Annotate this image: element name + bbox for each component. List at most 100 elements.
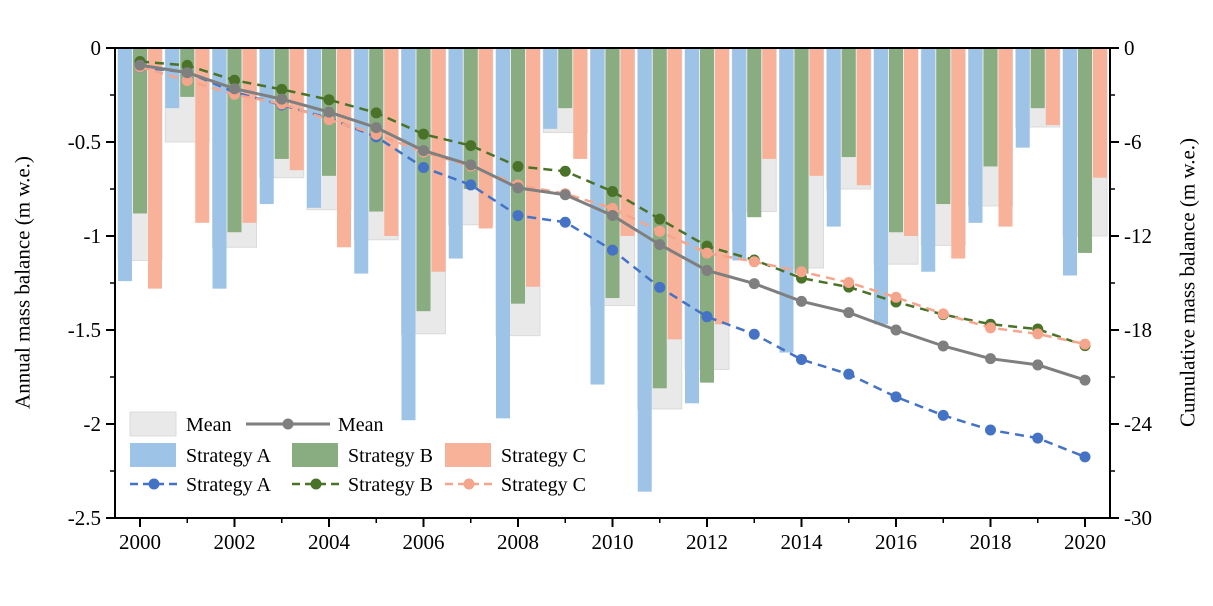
legend-item-bar-c: Strategy C — [445, 443, 586, 467]
marker-a-2008 — [512, 210, 524, 222]
y-right-tick-label: -30 — [1124, 506, 1152, 530]
marker-c-2015 — [843, 277, 855, 289]
marker-b-2009 — [559, 165, 571, 177]
legend-item-bar-a: Strategy A — [130, 443, 272, 467]
bar-group-2018 — [968, 47, 1013, 227]
marker-a-2018 — [985, 424, 996, 436]
marker-mean-2016 — [890, 324, 902, 336]
legend-label: Strategy C — [501, 445, 586, 467]
x-tick-label-2018: 2018 — [970, 530, 1012, 554]
marker-a-2014 — [796, 353, 807, 365]
bar-strategy-c-2016 — [904, 48, 918, 236]
marker-b-2011 — [654, 213, 666, 225]
bar-strategy-c-2013 — [762, 48, 777, 159]
bar-strategy-b-2006 — [416, 48, 431, 312]
x-tick-label-2002: 2002 — [214, 530, 256, 554]
marker-c-2012 — [701, 247, 713, 259]
legend: Mean Mean Strategy A Strategy B Strategy C St… — [129, 411, 586, 496]
marker-mean-2019 — [1032, 359, 1044, 371]
marker-a-2011 — [654, 281, 666, 293]
legend-item-bar-mean: Mean — [129, 411, 232, 437]
x-tick-label-2004: 2004 — [308, 530, 351, 554]
bar-group-2012 — [684, 47, 730, 404]
x-tick-label-2014: 2014 — [781, 530, 824, 554]
bar-strategy-c-2002 — [242, 48, 257, 223]
marker-b-2010 — [607, 186, 618, 198]
bar-strategy-a-2016 — [874, 48, 888, 325]
bar-group-2004 — [306, 47, 352, 248]
bar-strategy-a-2000 — [118, 48, 132, 282]
marker-a-2015 — [843, 368, 855, 380]
bar-group-2014 — [779, 47, 824, 353]
marker-a-2020 — [1079, 451, 1091, 463]
marker-c-2019 — [1032, 328, 1044, 340]
line-path-c — [139, 65, 1086, 346]
marker-a-2019 — [1032, 432, 1044, 444]
marker-mean-2001 — [181, 67, 193, 79]
bar-strategy-b-2015 — [841, 48, 856, 158]
bar-strategy-a-2009 — [543, 48, 558, 129]
marker-a-2012 — [701, 311, 713, 323]
bar-strategy-c-2019 — [1045, 48, 1060, 126]
marker-mean-2007 — [465, 159, 477, 171]
bar-group-2007 — [448, 47, 494, 259]
legend-marker-a — [148, 478, 160, 490]
marker-c-2018 — [985, 322, 996, 334]
y-right-tick-label: -12 — [1124, 224, 1152, 248]
axes: 2000 2002 2004 2006 2008 2010 2012 2014 2016 2018… — [68, 36, 1153, 554]
legend-label: Strategy C — [501, 474, 586, 496]
bar-group-2009 — [542, 47, 588, 159]
marker-a-2007 — [465, 179, 477, 191]
x-tick-label-2008: 2008 — [497, 530, 539, 554]
bar-strategy-a-2001 — [165, 48, 180, 109]
marker-b-2002 — [229, 74, 240, 86]
marker-a-2010 — [607, 244, 618, 256]
bar-strategy-c-2014 — [809, 48, 824, 176]
marker-mean-2013 — [748, 278, 760, 290]
legend-marker-b — [310, 478, 322, 490]
bar-group-2006 — [401, 47, 446, 421]
annual-bars — [117, 47, 1108, 492]
legend-label: Strategy A — [186, 445, 272, 467]
y-left-tick-label: -1 — [84, 224, 102, 248]
marker-mean-2020 — [1079, 374, 1091, 386]
bar-strategy-b-2012 — [700, 48, 714, 383]
marker-a-2006 — [418, 162, 429, 174]
bar-strategy-c-2012 — [715, 48, 729, 325]
bar-group-2017 — [920, 47, 966, 272]
y-left-tick-label: -2 — [84, 412, 102, 436]
right-axis-title: Cumulative mass balance (m w.e.) — [1175, 137, 1200, 428]
bar-strategy-a-2003 — [259, 48, 274, 205]
bar-strategy-b-2017 — [936, 48, 951, 205]
bar-group-2015 — [826, 47, 872, 227]
marker-b-2006 — [418, 128, 429, 140]
bar-strategy-c-2009 — [573, 48, 588, 159]
bar-strategy-b-2013 — [747, 48, 762, 218]
legend-swatch-a — [130, 443, 176, 467]
bar-group-2013 — [731, 47, 777, 261]
bar-group-2003 — [259, 47, 305, 205]
marker-mean-2014 — [796, 295, 807, 307]
marker-c-2011 — [654, 225, 666, 237]
bar-strategy-c-2018 — [998, 48, 1013, 227]
bar-strategy-c-2010 — [620, 48, 635, 236]
marker-b-2005 — [370, 107, 382, 119]
x-tick-label-2006: 2006 — [403, 530, 445, 554]
marker-mean-2000 — [134, 59, 146, 71]
marker-mean-2004 — [323, 106, 335, 118]
bar-strategy-a-2008 — [496, 48, 510, 419]
bar-group-2008 — [495, 47, 541, 419]
bar-strategy-b-2016 — [889, 48, 903, 233]
bar-strategy-a-2015 — [826, 48, 841, 227]
marker-mean-2012 — [701, 264, 713, 276]
bar-group-2011 — [637, 47, 683, 492]
marker-c-2001 — [181, 75, 193, 87]
legend-swatch-c — [445, 443, 491, 467]
marker-mean-2003 — [276, 93, 288, 105]
line-path-b — [139, 60, 1086, 347]
marker-mean-2009 — [559, 189, 571, 201]
marker-mean-2002 — [229, 83, 240, 95]
bar-strategy-a-2010 — [590, 48, 605, 385]
legend-swatch-b — [292, 443, 338, 467]
